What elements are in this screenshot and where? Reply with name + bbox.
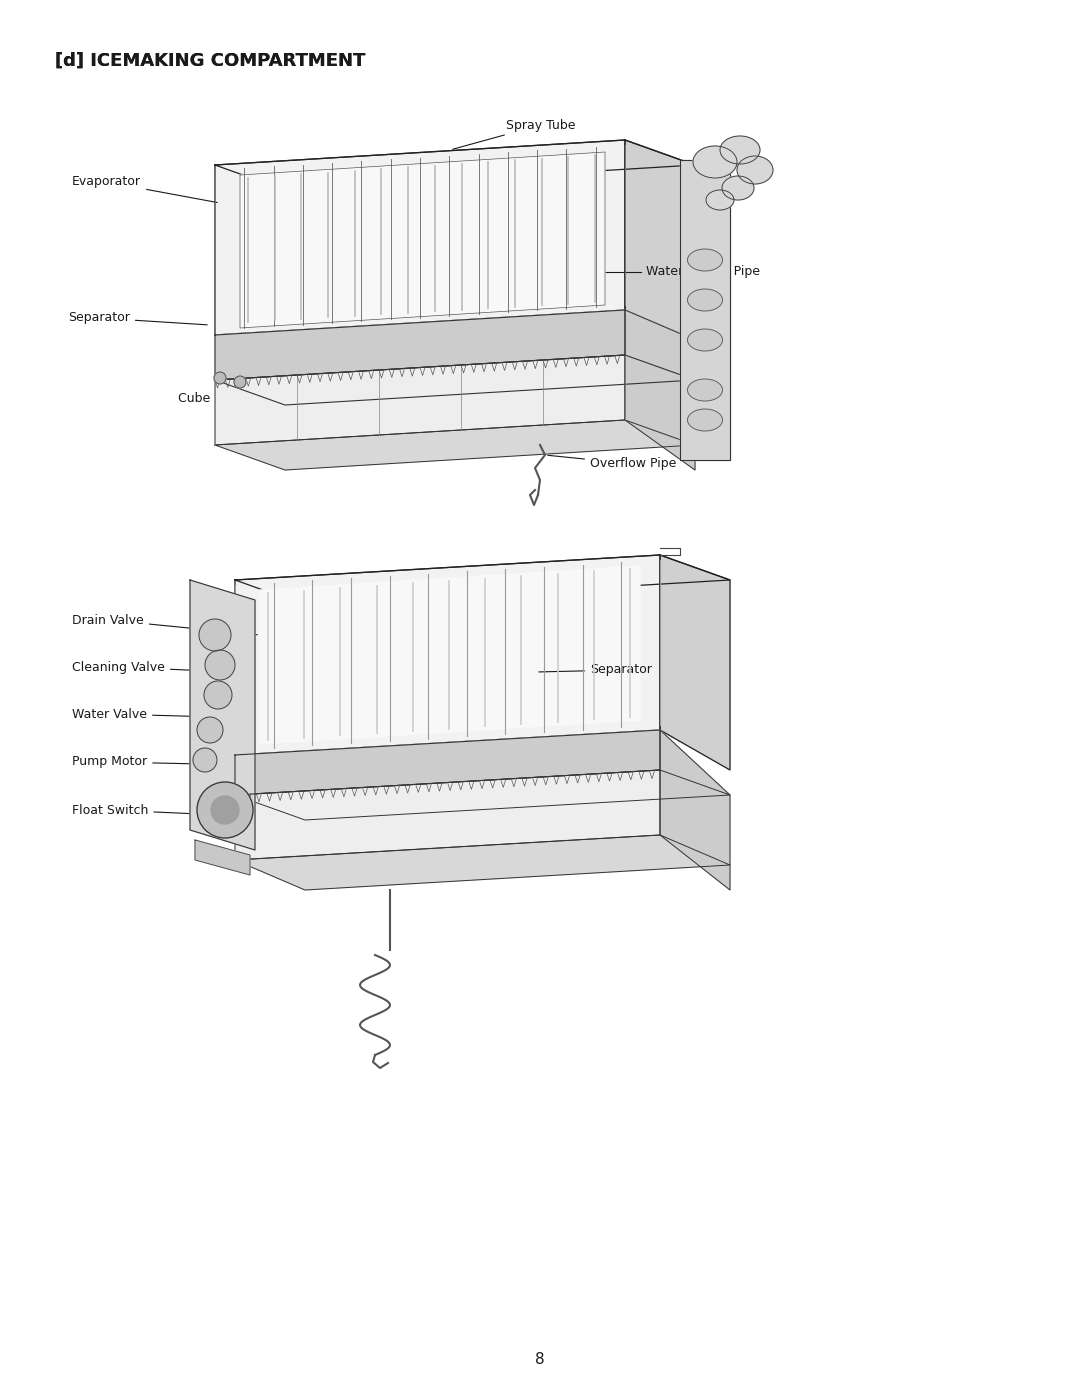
Polygon shape (235, 835, 730, 890)
Ellipse shape (737, 156, 773, 184)
Text: Cube Guide: Cube Guide (178, 391, 293, 405)
Polygon shape (235, 555, 660, 754)
Polygon shape (235, 731, 660, 795)
Ellipse shape (688, 379, 723, 401)
Circle shape (193, 747, 217, 773)
Text: Spray Tube: Spray Tube (453, 119, 576, 149)
Text: Evaporator: Evaporator (72, 176, 217, 203)
Text: Separator: Separator (68, 312, 207, 326)
Circle shape (199, 619, 231, 651)
Polygon shape (235, 770, 660, 861)
Polygon shape (215, 140, 625, 335)
Circle shape (234, 376, 246, 388)
Ellipse shape (688, 409, 723, 432)
Text: [d] ICEMAKING COMPARTMENT: [d] ICEMAKING COMPARTMENT (55, 52, 365, 70)
Text: Water Supply Pipe: Water Supply Pipe (646, 265, 760, 278)
Ellipse shape (688, 249, 723, 271)
Polygon shape (680, 161, 730, 460)
Polygon shape (215, 355, 696, 405)
Ellipse shape (706, 190, 734, 210)
Circle shape (214, 372, 226, 384)
Polygon shape (235, 770, 730, 820)
Text: Cleaning Valve: Cleaning Valve (72, 661, 253, 673)
Polygon shape (190, 580, 255, 849)
Text: Water Tank: Water Tank (260, 420, 367, 433)
Text: Separator: Separator (539, 664, 652, 676)
Circle shape (197, 782, 253, 838)
Polygon shape (215, 310, 625, 380)
Text: Pump Motor: Pump Motor (72, 756, 245, 768)
Polygon shape (235, 555, 730, 605)
Polygon shape (660, 731, 730, 890)
Circle shape (197, 717, 222, 743)
Ellipse shape (688, 289, 723, 312)
Polygon shape (215, 355, 625, 446)
Polygon shape (195, 840, 249, 875)
Text: Drain Valve: Drain Valve (72, 613, 257, 634)
Circle shape (205, 650, 235, 680)
Polygon shape (240, 152, 605, 328)
Ellipse shape (693, 147, 737, 177)
Text: [d] ICEMAKING COMPARTMENT: [d] ICEMAKING COMPARTMENT (55, 52, 365, 70)
Polygon shape (625, 310, 696, 469)
Polygon shape (215, 420, 696, 469)
Polygon shape (625, 140, 696, 339)
Circle shape (211, 796, 239, 824)
Polygon shape (215, 140, 696, 190)
Text: 8: 8 (536, 1352, 544, 1368)
Ellipse shape (688, 330, 723, 351)
Circle shape (204, 680, 232, 710)
Text: Overflow Pipe: Overflow Pipe (548, 455, 676, 471)
Polygon shape (260, 566, 640, 745)
Ellipse shape (720, 136, 760, 163)
Text: Float Switch: Float Switch (72, 803, 241, 816)
Polygon shape (660, 555, 730, 770)
Text: Water Valve: Water Valve (72, 707, 249, 721)
Ellipse shape (723, 176, 754, 200)
